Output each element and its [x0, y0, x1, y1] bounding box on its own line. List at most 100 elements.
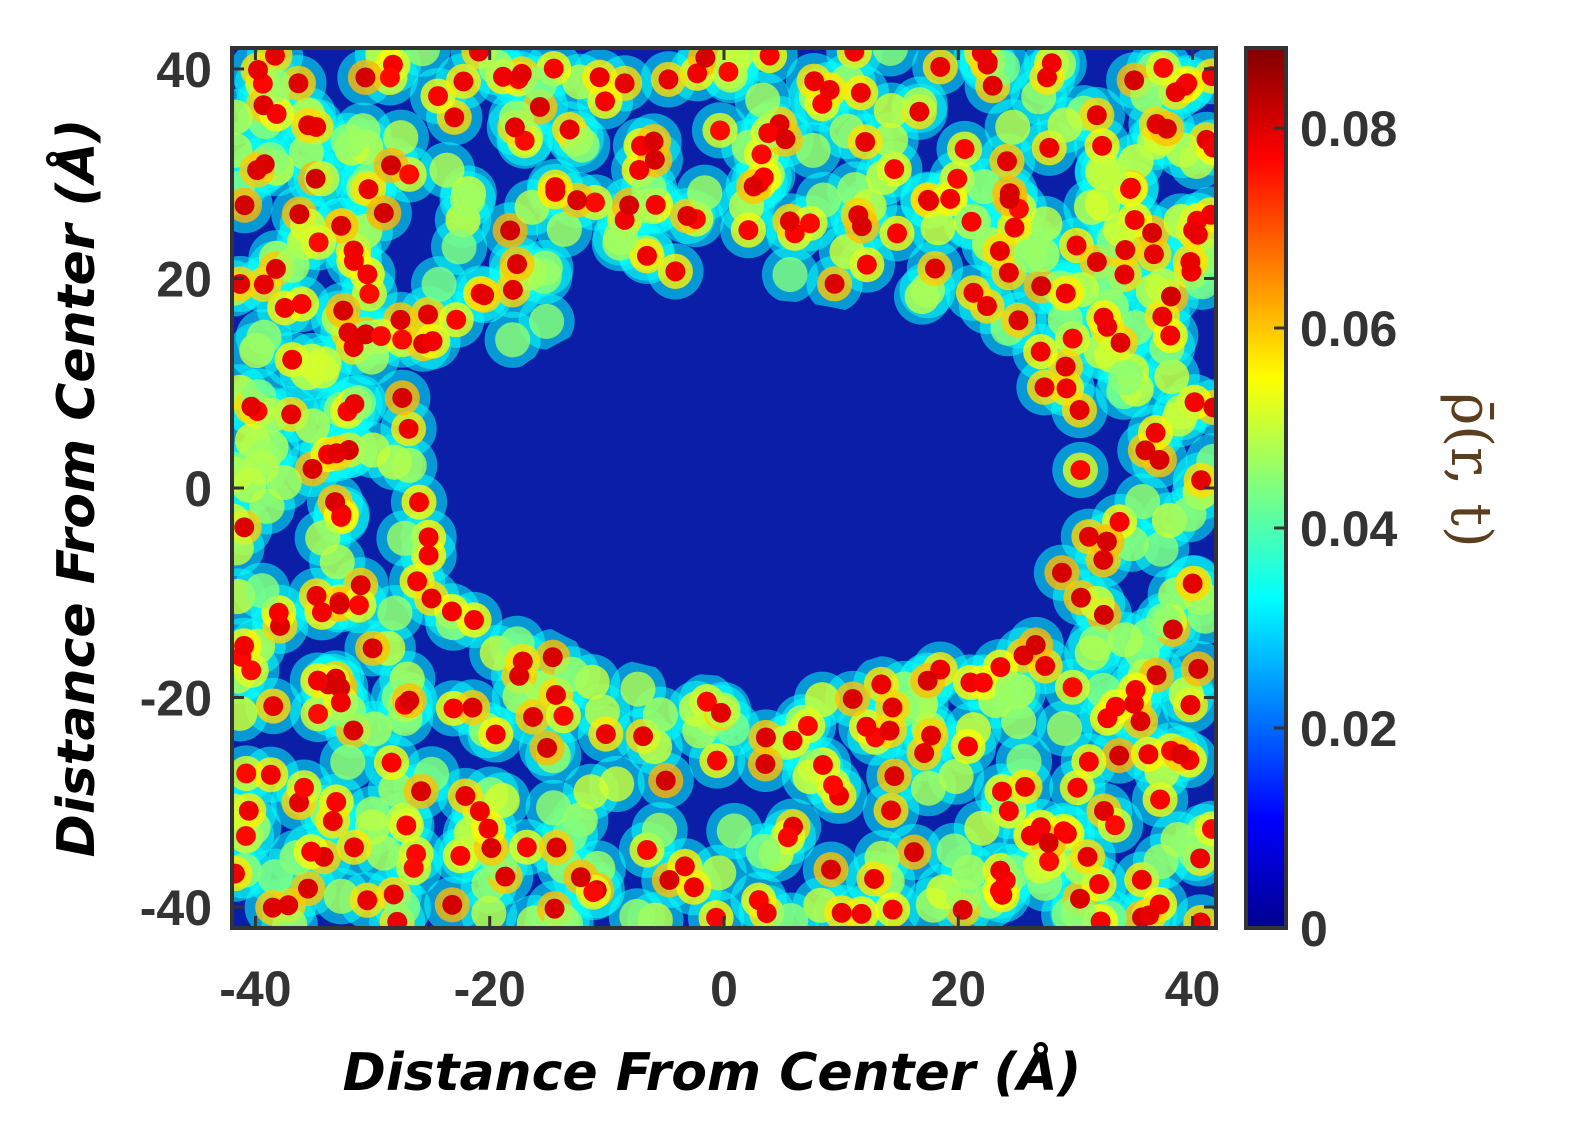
density-blob: [305, 520, 341, 556]
density-peak: [294, 777, 314, 798]
density-peak: [478, 818, 499, 839]
density-peak: [502, 279, 523, 300]
density-peak: [718, 61, 739, 82]
density-peak: [291, 294, 312, 314]
density-blob: [1125, 483, 1161, 520]
density-peak: [1062, 677, 1083, 698]
density-peak: [831, 902, 852, 923]
density-peak: [695, 48, 716, 68]
density-peak: [266, 104, 287, 124]
density-peak: [381, 155, 401, 176]
density-peak: [1145, 422, 1166, 443]
density-peak: [1190, 912, 1211, 928]
colorbar-ticks: 0 0.02 0.04 0.06 0.08: [1274, 101, 1398, 957]
density-peak: [990, 860, 1011, 881]
density-peak: [537, 737, 557, 758]
density-peak: [961, 211, 982, 232]
density-peak: [1201, 66, 1216, 87]
density-peak: [677, 205, 698, 226]
x-axis-ticks: -40 -20 0 20 40: [219, 48, 1220, 1017]
density-peak: [344, 394, 365, 415]
density-peak: [265, 258, 286, 279]
x-axis-title: Distance From Center (Å): [343, 1042, 1082, 1103]
density-peak: [947, 168, 968, 189]
density-peak: [1109, 511, 1130, 532]
density-blob: [994, 672, 1030, 708]
density-peak: [262, 897, 283, 918]
density-blob: [772, 256, 808, 293]
density-peak: [921, 725, 942, 746]
y-tick-label: -20: [140, 671, 212, 727]
density-peak: [879, 720, 900, 741]
density-peak: [751, 144, 772, 165]
density-peak: [1149, 449, 1170, 470]
density-peak: [264, 48, 285, 66]
density-peak: [1182, 573, 1203, 594]
density-blob: [745, 82, 781, 118]
density-peak: [331, 215, 352, 236]
density-peak: [1152, 306, 1173, 327]
density-peak: [629, 159, 650, 180]
density-peak: [1114, 264, 1135, 285]
density-peak: [241, 660, 262, 681]
density-peak: [1131, 869, 1152, 890]
density-peak: [570, 867, 591, 888]
density-peak: [821, 859, 841, 880]
density-peak: [1086, 251, 1107, 272]
density-blob: [386, 520, 423, 556]
density-peak: [658, 69, 679, 90]
density-peak: [643, 131, 664, 152]
density-peak: [850, 82, 871, 103]
density-blob: [995, 109, 1031, 145]
density-peak: [362, 638, 383, 659]
density-blob: [294, 408, 331, 444]
density-peak: [1184, 392, 1205, 413]
density-peak: [1161, 286, 1181, 307]
density-peak: [706, 907, 727, 928]
density-peak: [1051, 562, 1072, 583]
density-peak: [856, 254, 877, 275]
density-peak: [464, 610, 484, 630]
density-peak: [1067, 777, 1088, 798]
density-blob: [1001, 703, 1037, 740]
density-peak: [1055, 356, 1076, 377]
density-peak: [743, 176, 764, 197]
density-peak: [1092, 135, 1113, 156]
density-peak: [373, 203, 394, 223]
density-peak: [238, 800, 259, 821]
density-peak: [917, 670, 938, 691]
density-peak: [1037, 67, 1057, 88]
colorbar-tick-label: 0.08: [1300, 101, 1397, 157]
density-peak: [1180, 251, 1201, 272]
density-peak: [887, 223, 907, 244]
density-peak: [998, 801, 1019, 821]
density-peak: [485, 724, 506, 745]
density-blob: [1085, 155, 1121, 191]
density-blob: [910, 770, 947, 806]
density-peak: [954, 139, 975, 159]
density-peak: [1078, 751, 1099, 772]
density-peak: [1160, 325, 1181, 346]
density-blob: [306, 346, 342, 382]
density-blob: [266, 464, 302, 501]
density-peak: [990, 657, 1011, 678]
density-peak: [444, 107, 465, 128]
density-blob: [1187, 598, 1216, 634]
density-peak: [884, 766, 905, 786]
density-peak: [1142, 222, 1163, 243]
density-blob: [244, 573, 280, 609]
density-peak: [387, 911, 408, 928]
density-peak: [281, 404, 302, 425]
density-peak: [982, 75, 1003, 96]
density-blob: [829, 233, 865, 270]
density-peak: [884, 159, 905, 180]
density-peak: [289, 204, 310, 225]
density-peak: [759, 48, 780, 66]
density-peak: [782, 730, 803, 751]
density-peak: [1191, 470, 1212, 491]
density-blob: [484, 782, 520, 819]
density-blob: [441, 229, 477, 265]
y-axis-ticks: -40 -20 0 20 40: [140, 42, 1216, 936]
density-peak: [468, 48, 489, 62]
density-blob: [378, 771, 414, 807]
